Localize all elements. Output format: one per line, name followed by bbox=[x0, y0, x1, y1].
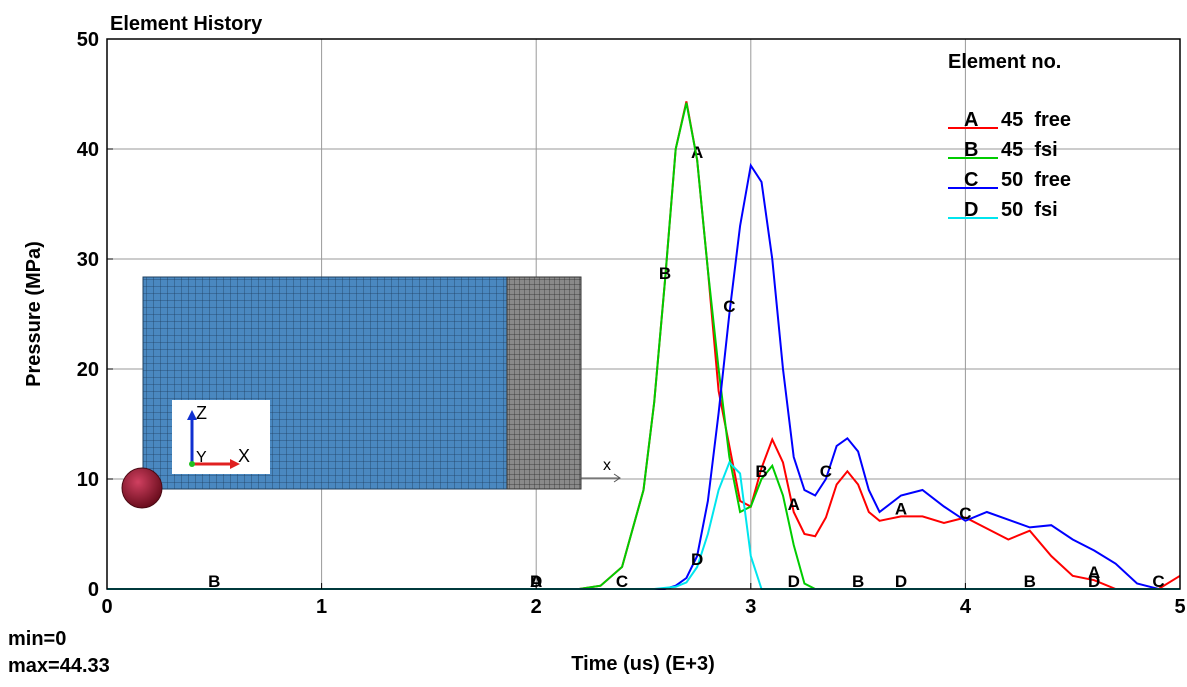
curve-letter: A bbox=[1088, 563, 1100, 582]
curve-letter: C bbox=[959, 504, 971, 523]
x-tick-label: 4 bbox=[960, 596, 972, 618]
inset-x-label: x bbox=[603, 457, 611, 474]
x-axis-label: Time (us) (E+3) bbox=[571, 653, 715, 675]
curve-letter: D bbox=[530, 572, 542, 591]
curve-letter: B bbox=[208, 572, 220, 591]
y-tick-label: 40 bbox=[77, 139, 99, 161]
plot-frame bbox=[106, 38, 1181, 590]
curve-letter: B bbox=[1024, 572, 1036, 591]
curve-letter: D bbox=[895, 572, 907, 591]
legend-label: 50 fsi bbox=[1001, 199, 1058, 221]
curve-letter: D bbox=[788, 572, 800, 591]
curve-letter: B bbox=[852, 572, 864, 591]
y-tick-label: 0 bbox=[88, 579, 99, 601]
structure-mesh bbox=[506, 276, 582, 490]
curve-letter: A bbox=[530, 572, 542, 591]
y-tick-label: 30 bbox=[77, 249, 99, 271]
legend: A 45 free B 45 fsi C 50 free D 50 fsi bbox=[948, 109, 1071, 221]
legend-marker: B bbox=[964, 139, 978, 161]
y-tick-label: 10 bbox=[77, 469, 99, 491]
curve-letter: A bbox=[788, 495, 800, 514]
legend-label: 50 free bbox=[1001, 169, 1071, 191]
y-axis-dot bbox=[189, 461, 195, 467]
sphere bbox=[121, 467, 163, 509]
triad-x: X bbox=[238, 446, 250, 466]
legend-marker: C bbox=[964, 169, 978, 191]
model-inset: x Z Y X bbox=[121, 276, 621, 509]
x-tick-label: 3 bbox=[745, 596, 756, 618]
curve-letter: B bbox=[755, 462, 767, 481]
curve-letter: C bbox=[616, 572, 628, 591]
triad-z: Z bbox=[196, 403, 207, 423]
y-tick-label: 50 bbox=[77, 29, 99, 51]
triad-box bbox=[172, 400, 270, 474]
x-tick-label: 2 bbox=[531, 596, 542, 618]
y-axis-label: Pressure (MPa) bbox=[23, 241, 45, 387]
curve-letter: C bbox=[1152, 572, 1164, 591]
x-head bbox=[230, 459, 240, 469]
max-annotation: max=44.33 bbox=[8, 655, 110, 677]
curve-letter: D bbox=[1088, 572, 1100, 591]
legend-marker: D bbox=[964, 199, 978, 221]
x-tick-label: 0 bbox=[101, 596, 112, 618]
curve-letter: C bbox=[820, 462, 832, 481]
curve-letter: B bbox=[659, 264, 671, 283]
legend-title: Element no. bbox=[948, 51, 1061, 73]
y-tick-label: 20 bbox=[77, 359, 99, 381]
z-head bbox=[187, 410, 197, 420]
curve-letter: C bbox=[723, 297, 735, 316]
chart-title: Element History bbox=[110, 13, 263, 35]
x-arrowhead bbox=[613, 473, 621, 483]
legend-marker: A bbox=[964, 109, 978, 131]
curve-letter: D bbox=[691, 550, 703, 569]
triad-y: Y bbox=[196, 449, 207, 466]
curve-letter: A bbox=[895, 499, 907, 518]
x-tick-label: 1 bbox=[316, 596, 327, 618]
legend-label: 45 fsi bbox=[1001, 139, 1058, 161]
min-annotation: min=0 bbox=[8, 628, 66, 650]
x-tick-label: 5 bbox=[1174, 596, 1185, 618]
legend-label: 45 free bbox=[1001, 109, 1071, 131]
